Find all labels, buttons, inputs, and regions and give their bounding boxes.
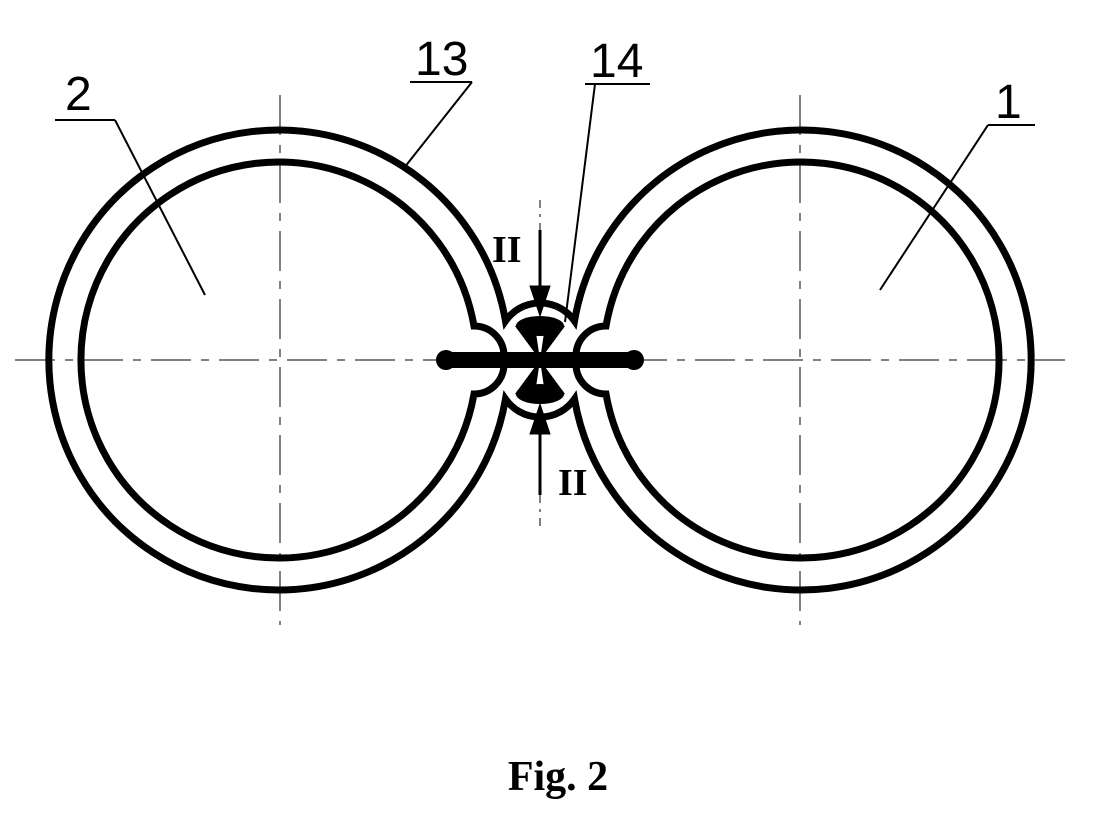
label-roman-bottom: II <box>558 462 588 504</box>
label-13: 13 <box>415 33 468 86</box>
label-roman-top: II <box>492 229 522 271</box>
leader-13 <box>404 82 472 168</box>
label-14: 14 <box>590 35 643 88</box>
label-2: 2 <box>65 68 92 121</box>
figure-canvas: 2 13 14 1 II II Fig. 2 <box>0 0 1116 838</box>
figure-caption: Fig. 2 <box>508 754 608 800</box>
junction-solid <box>436 316 644 404</box>
label-1: 1 <box>995 76 1022 129</box>
